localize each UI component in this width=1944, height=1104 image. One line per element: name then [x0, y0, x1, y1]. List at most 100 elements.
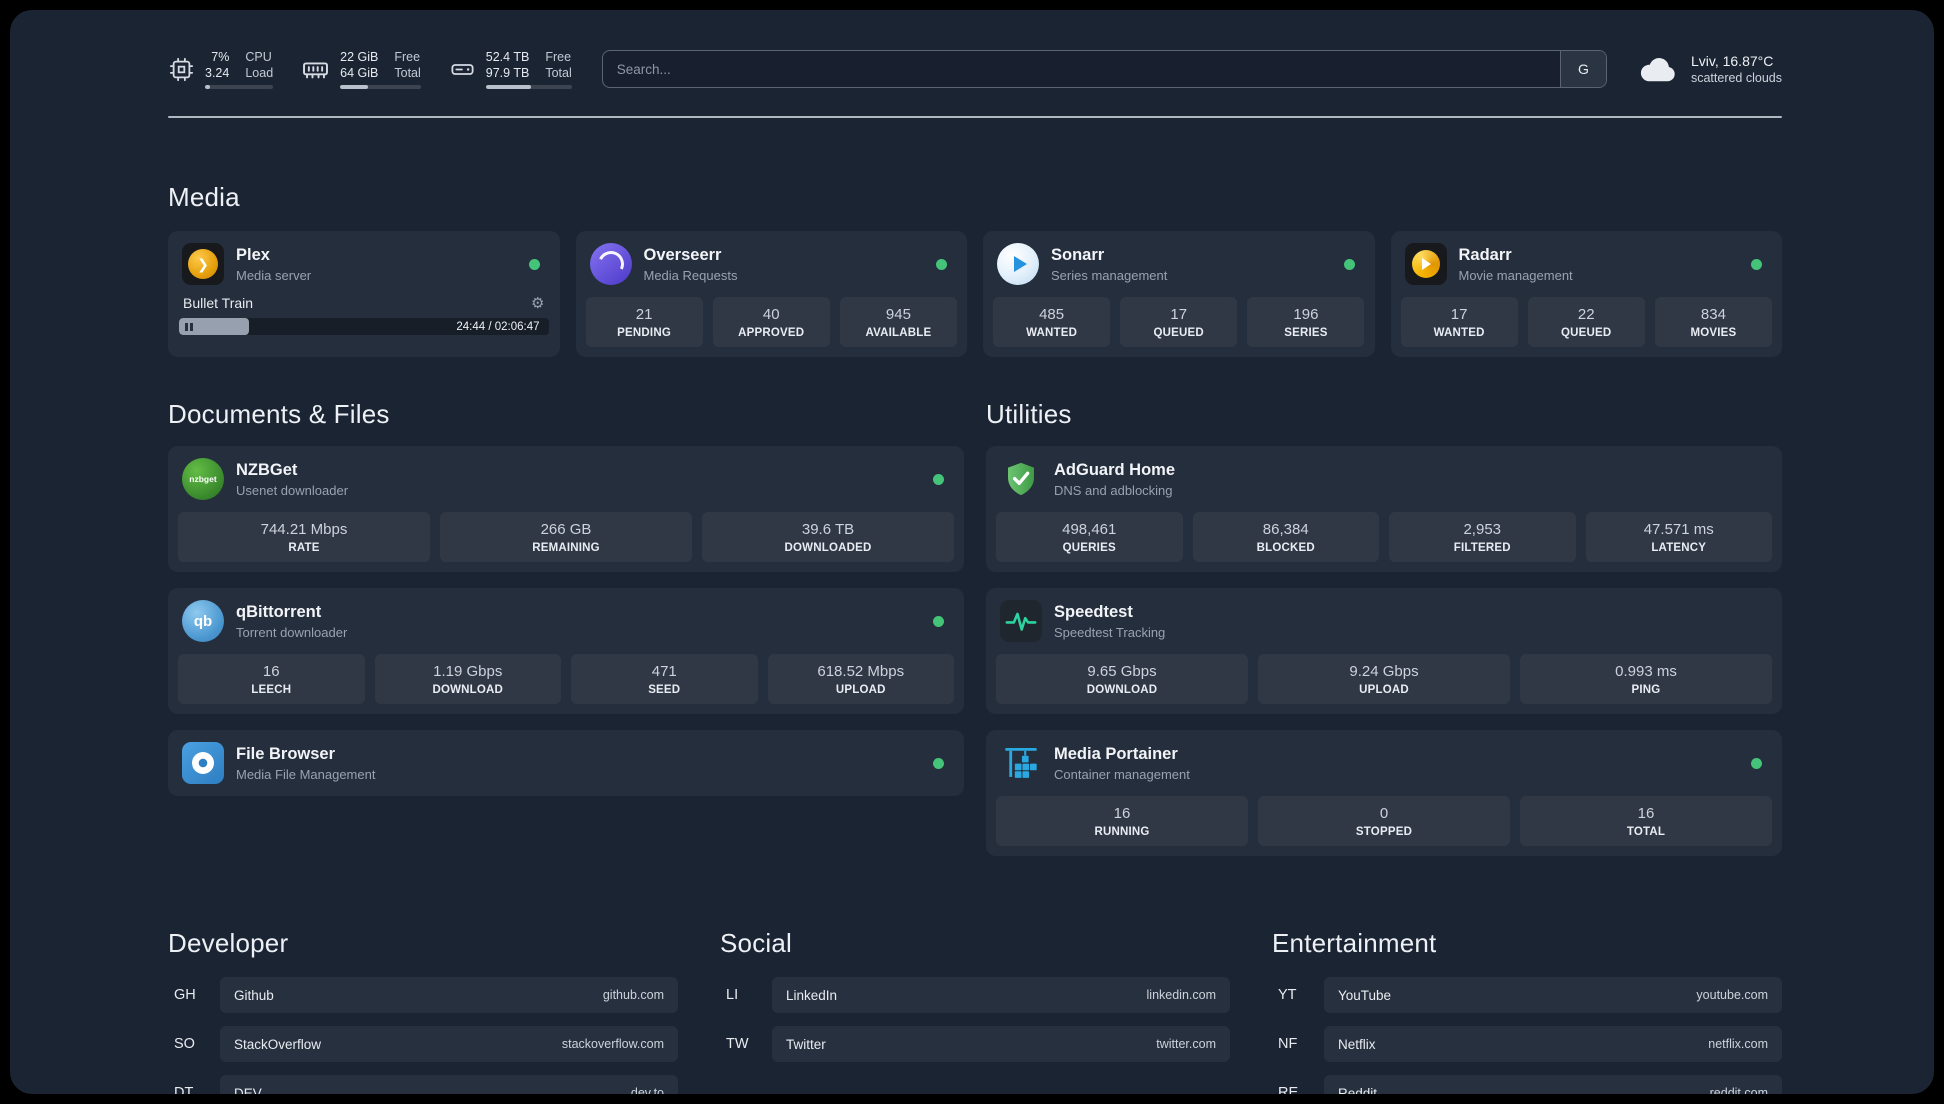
- app-subtitle: Speedtest Tracking: [1054, 624, 1166, 640]
- bookmark-dev[interactable]: DEV dev.to: [220, 1075, 678, 1094]
- cpu-label-2: Load: [245, 66, 274, 80]
- speedtest-icon: [1000, 600, 1042, 642]
- stat-tile: 2,953 FILTERED: [1389, 512, 1576, 562]
- app-name: qBittorrent: [236, 602, 322, 621]
- memory-icon: [303, 61, 329, 78]
- section-title-utilities: Utilities: [986, 399, 1072, 429]
- bookmark-linkedin[interactable]: LinkedIn linkedin.com: [772, 977, 1230, 1013]
- settings-gear-icon[interactable]: ⚙: [531, 294, 545, 312]
- sonarr-icon: [997, 243, 1039, 285]
- weather-condition: scattered clouds: [1690, 71, 1782, 85]
- topbar-divider: [168, 116, 1782, 118]
- stat-tile: 40 APPROVED: [712, 297, 830, 347]
- stat-tile: 471 SEED: [571, 654, 758, 704]
- stat-tile: 744.21 Mbps RATE: [178, 512, 430, 562]
- bookmark-group-entertainment: Entertainment YT YouTube youtube.com NF …: [1272, 928, 1782, 1094]
- app-subtitle: Media Requests: [643, 267, 738, 283]
- stat-tile: 618.52 Mbps UPLOAD: [767, 654, 954, 704]
- service-card-adguard[interactable]: AdGuard Home DNS and adblocking 498,461 …: [986, 446, 1782, 572]
- stat-tile: 9.24 Gbps UPLOAD: [1258, 654, 1510, 704]
- bookmark-abbr: SO: [174, 1036, 195, 1052]
- pause-button[interactable]: [185, 322, 193, 331]
- stat-tile: 266 GB REMAINING: [440, 512, 692, 562]
- status-dot: [1751, 757, 1762, 769]
- cpu-label-1: CPU: [245, 49, 272, 64]
- bookmark-github[interactable]: Github github.com: [220, 977, 678, 1013]
- stat-tile: 0.993 ms PING: [1520, 654, 1772, 704]
- search-provider-button[interactable]: G: [1559, 51, 1606, 87]
- bookmark-abbr: LI: [726, 987, 739, 1003]
- stat-tile: 47.571 ms LATENCY: [1585, 512, 1772, 562]
- bookmark-youtube[interactable]: YouTube youtube.com: [1324, 977, 1782, 1013]
- disk-total-value: 97.9 TB: [485, 66, 530, 80]
- bookmark-reddit[interactable]: Reddit reddit.com: [1324, 1075, 1782, 1094]
- stat-tile: 17 WANTED: [1400, 297, 1518, 347]
- bookmark-abbr: DT: [174, 1085, 194, 1094]
- memory-label-1: Free: [394, 49, 421, 64]
- qbittorrent-icon: qb: [182, 600, 224, 642]
- service-card-portainer[interactable]: Media Portainer Container management 16 …: [986, 730, 1782, 856]
- memory-free-value: 22 GiB: [340, 49, 379, 64]
- app-subtitle: Usenet downloader: [236, 482, 349, 498]
- now-playing-title: Bullet Train: [183, 295, 254, 311]
- app-name: Media Portainer: [1054, 744, 1178, 763]
- memory-progress-bar: [340, 85, 421, 90]
- adguard-icon: [1000, 458, 1042, 500]
- section-title-social: Social: [720, 928, 793, 958]
- stat-tile: 39.6 TB DOWNLOADED: [702, 512, 954, 562]
- disk-icon: [451, 63, 474, 75]
- section-title-documents: Documents & Files: [168, 399, 390, 429]
- stat-tile: 16 RUNNING: [996, 796, 1248, 846]
- memory-label-2: Total: [394, 66, 421, 80]
- nzbget-icon: nzbget: [182, 458, 224, 500]
- service-card-nzbget[interactable]: nzbget NZBGet Usenet downloader 744.21 M…: [168, 446, 964, 572]
- app-name: Plex: [236, 245, 270, 264]
- playback-progress-bar[interactable]: 24:44 / 02:06:47: [179, 318, 549, 335]
- cpu-widget: 7% CPU 3.24 Load: [168, 49, 274, 90]
- stat-tile: 22 QUEUED: [1527, 297, 1645, 347]
- section-title-entertainment: Entertainment: [1272, 928, 1437, 958]
- bookmark-group-developer: Developer GH Github github.com SO StackO…: [168, 928, 678, 1094]
- plex-icon: ❯: [182, 243, 224, 285]
- bookmark-abbr: GH: [174, 987, 196, 1003]
- bookmark-stackoverflow[interactable]: StackOverflow stackoverflow.com: [220, 1026, 678, 1062]
- service-card-radarr[interactable]: Radarr Movie management 17 WANTED 22 QUE…: [1390, 231, 1782, 357]
- app-subtitle: DNS and adblocking: [1054, 482, 1173, 498]
- bookmark-abbr: YT: [1278, 987, 1297, 1003]
- app-subtitle: Media server: [236, 267, 312, 283]
- stat-tile: 196 SERIES: [1247, 297, 1365, 347]
- service-card-speedtest[interactable]: Speedtest Speedtest Tracking 9.65 Gbps D…: [986, 588, 1782, 714]
- stat-tile: 21 PENDING: [585, 297, 703, 347]
- stat-tile: 834 MOVIES: [1654, 297, 1772, 347]
- status-dot: [936, 258, 947, 270]
- search-input[interactable]: [602, 51, 1560, 87]
- filebrowser-icon: [182, 742, 224, 784]
- service-card-plex[interactable]: ❯ Plex Media server Bullet Train ⚙: [168, 231, 560, 357]
- bookmark-abbr: TW: [726, 1036, 749, 1052]
- bookmark-abbr: NF: [1278, 1036, 1298, 1052]
- service-card-qbittorrent[interactable]: qb qBittorrent Torrent downloader 16 LEE…: [168, 588, 964, 714]
- playback-time: 24:44 / 02:06:47: [456, 320, 540, 333]
- service-card-filebrowser[interactable]: File Browser Media File Management: [168, 730, 964, 796]
- memory-widget: 22 GiB Free 64 GiB Total: [301, 49, 421, 90]
- disk-label-2: Total: [545, 66, 572, 80]
- app-name: AdGuard Home: [1054, 460, 1176, 479]
- service-card-sonarr[interactable]: Sonarr Series management 485 WANTED 17 Q…: [983, 231, 1375, 357]
- section-title-developer: Developer: [168, 928, 289, 958]
- bookmark-netflix[interactable]: Netflix netflix.com: [1324, 1026, 1782, 1062]
- disk-widget: 52.4 TB Free 97.9 TB Total: [449, 49, 572, 90]
- portainer-icon: [1000, 742, 1042, 784]
- search-bar: G: [601, 50, 1607, 88]
- overseerr-icon: [589, 243, 632, 285]
- resource-widgets: 7% CPU 3.24 Load 22 Gi: [168, 49, 572, 90]
- app-name: Overseerr: [643, 245, 722, 264]
- status-dot: [933, 615, 944, 627]
- stat-tile: 86,384 BLOCKED: [1192, 512, 1379, 562]
- app-name: File Browser: [236, 744, 336, 763]
- disk-free-value: 52.4 TB: [485, 49, 530, 64]
- service-card-overseerr[interactable]: Overseerr Media Requests 21 PENDING 40 A…: [575, 231, 967, 357]
- status-dot: [1751, 258, 1762, 270]
- app-subtitle: Series management: [1051, 267, 1168, 283]
- bookmark-twitter[interactable]: Twitter twitter.com: [772, 1026, 1230, 1062]
- app-name: NZBGet: [236, 460, 298, 479]
